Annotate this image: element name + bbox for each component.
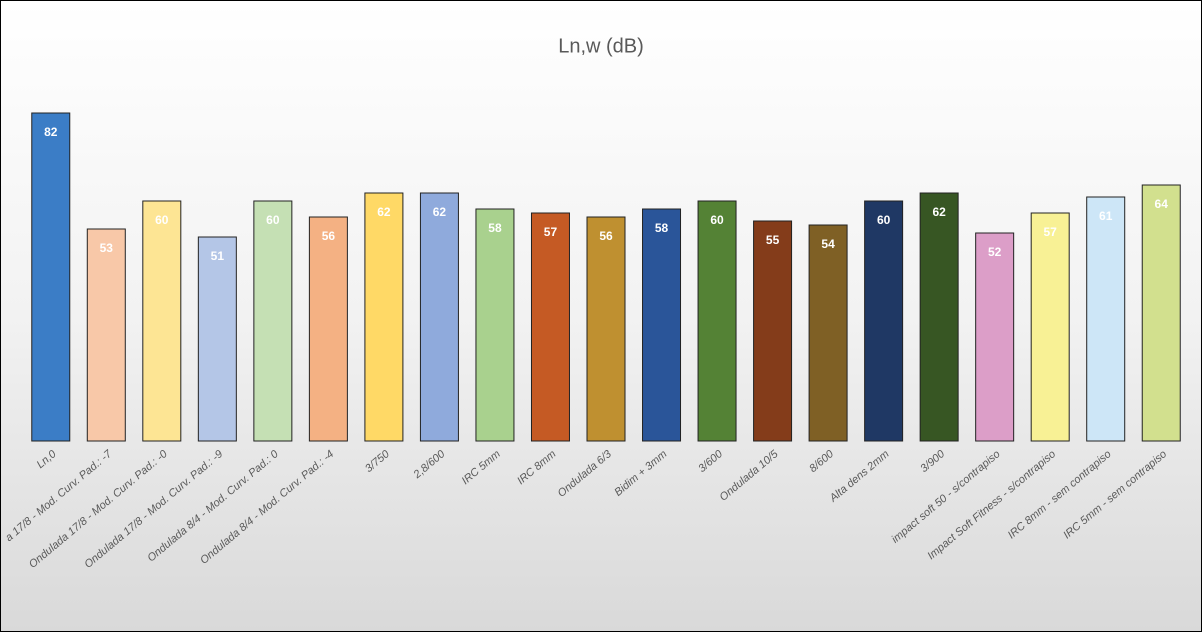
data-label: 60 xyxy=(155,213,169,227)
bar xyxy=(697,200,737,442)
bar xyxy=(1086,196,1126,442)
data-label: 62 xyxy=(932,205,946,219)
bar xyxy=(753,220,793,442)
bar xyxy=(364,192,404,442)
data-label: 55 xyxy=(766,233,780,247)
data-label: 57 xyxy=(544,225,558,239)
data-label: 60 xyxy=(710,213,724,227)
bar xyxy=(642,208,682,442)
data-label: 51 xyxy=(211,249,225,263)
chart-title: Ln,w (dB) xyxy=(558,35,644,57)
bar xyxy=(308,216,348,442)
bar xyxy=(808,224,848,442)
bar xyxy=(975,232,1015,442)
bar xyxy=(919,192,959,442)
bar xyxy=(197,236,237,442)
data-label: 60 xyxy=(877,213,891,227)
bar xyxy=(31,112,71,442)
bar xyxy=(86,228,126,442)
bar xyxy=(1141,184,1181,442)
data-label: 54 xyxy=(821,237,835,251)
data-label: 62 xyxy=(377,205,391,219)
data-label: 61 xyxy=(1099,209,1113,223)
data-label: 62 xyxy=(433,205,447,219)
bar xyxy=(475,208,515,442)
data-label: 58 xyxy=(488,221,502,235)
bar xyxy=(530,212,570,442)
data-label: 56 xyxy=(322,229,336,243)
data-label: 52 xyxy=(988,245,1002,259)
data-label: 57 xyxy=(1044,225,1058,239)
data-label: 60 xyxy=(266,213,280,227)
bar xyxy=(419,192,459,442)
bar xyxy=(1030,212,1070,442)
data-label: 56 xyxy=(599,229,613,243)
bar xyxy=(586,216,626,442)
bar xyxy=(864,200,904,442)
data-label: 53 xyxy=(100,241,114,255)
bar xyxy=(142,200,182,442)
data-label: 82 xyxy=(44,125,58,139)
data-label: 64 xyxy=(1155,197,1169,211)
bar xyxy=(253,200,293,442)
data-label: 58 xyxy=(655,221,669,235)
